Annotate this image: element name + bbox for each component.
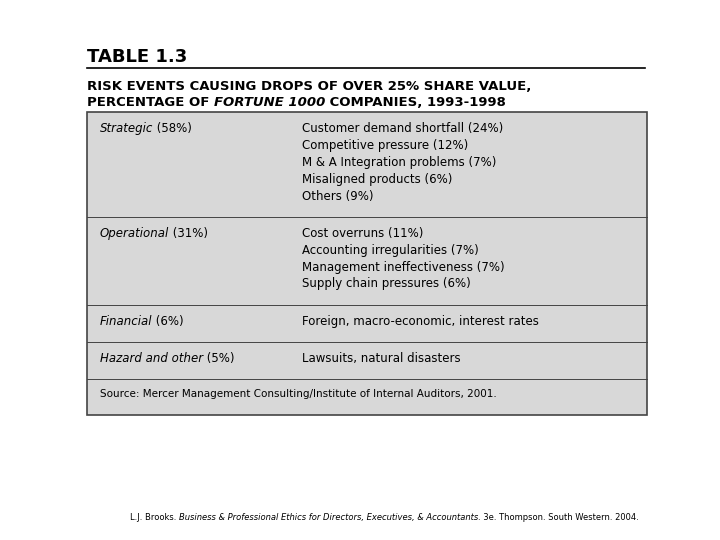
Text: Source: Mercer Management Consulting/Institute of Internal Auditors, 2001.: Source: Mercer Management Consulting/Ins… xyxy=(100,389,497,400)
Text: (5%): (5%) xyxy=(203,352,235,365)
Text: Cost overruns (11%): Cost overruns (11%) xyxy=(302,227,423,240)
Text: Supply chain pressures (6%): Supply chain pressures (6%) xyxy=(302,278,471,291)
Text: RISK EVENTS CAUSING DROPS OF OVER 25% SHARE VALUE,: RISK EVENTS CAUSING DROPS OF OVER 25% SH… xyxy=(87,80,531,93)
Text: Business & Professional Ethics for Directors, Executives, & Accountants: Business & Professional Ethics for Direc… xyxy=(179,513,478,522)
FancyBboxPatch shape xyxy=(87,112,647,415)
Text: (58%): (58%) xyxy=(153,122,192,135)
Text: L.J. Brooks.: L.J. Brooks. xyxy=(130,513,179,522)
Text: FORTUNE 1000: FORTUNE 1000 xyxy=(214,96,325,109)
Text: COMPANIES, 1993-1998: COMPANIES, 1993-1998 xyxy=(325,96,506,109)
Text: Competitive pressure (12%): Competitive pressure (12%) xyxy=(302,139,468,152)
Text: Foreign, macro-economic, interest rates: Foreign, macro-economic, interest rates xyxy=(302,315,539,328)
Text: (31%): (31%) xyxy=(169,227,208,240)
Text: (6%): (6%) xyxy=(153,315,184,328)
Text: TABLE 1.3: TABLE 1.3 xyxy=(87,48,187,66)
Text: Operational: Operational xyxy=(100,227,169,240)
Text: Hazard and other: Hazard and other xyxy=(100,352,203,365)
Text: Strategic: Strategic xyxy=(100,122,153,135)
Text: Management ineffectiveness (7%): Management ineffectiveness (7%) xyxy=(302,261,505,274)
Text: M & A Integration problems (7%): M & A Integration problems (7%) xyxy=(302,156,496,169)
Text: Accounting irregularities (7%): Accounting irregularities (7%) xyxy=(302,244,479,257)
Text: Financial: Financial xyxy=(100,315,153,328)
Text: PERCENTAGE OF: PERCENTAGE OF xyxy=(87,96,214,109)
Text: . 3e. Thompson. South Western. 2004.: . 3e. Thompson. South Western. 2004. xyxy=(478,513,639,522)
Text: Misaligned products (6%): Misaligned products (6%) xyxy=(302,173,452,186)
Text: Customer demand shortfall (24%): Customer demand shortfall (24%) xyxy=(302,122,503,135)
Text: Others (9%): Others (9%) xyxy=(302,190,374,202)
Text: Lawsuits, natural disasters: Lawsuits, natural disasters xyxy=(302,352,461,365)
